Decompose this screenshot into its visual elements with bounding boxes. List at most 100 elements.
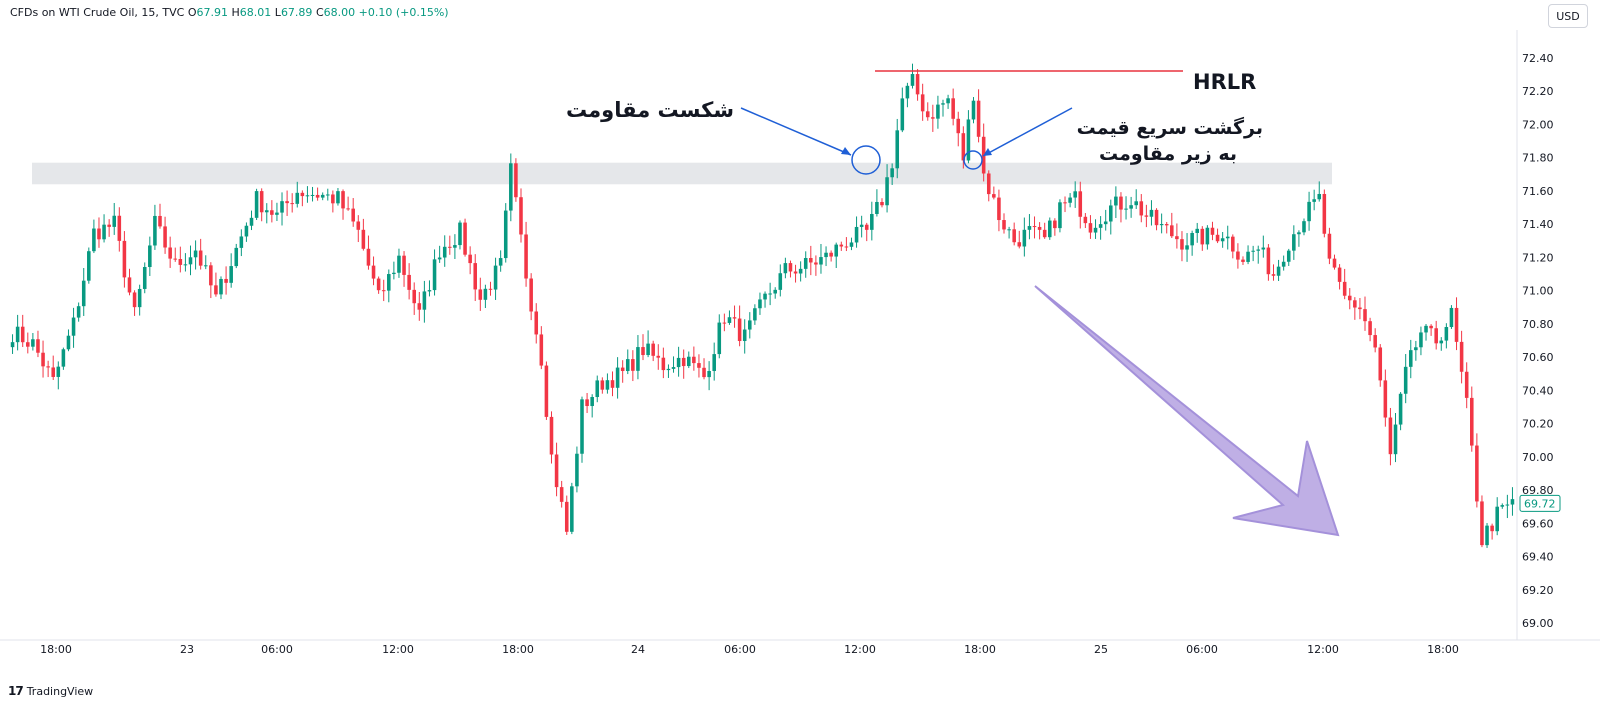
- last-price-badge: [1519, 494, 1561, 512]
- candle-body: [142, 267, 147, 289]
- candle-body: [986, 173, 991, 195]
- candle-body: [1470, 397, 1474, 446]
- candle-body: [554, 454, 559, 488]
- candle-body: [1459, 341, 1464, 372]
- candle-body: [519, 197, 523, 235]
- candle-body: [1475, 445, 1479, 502]
- candle-body: [1241, 259, 1245, 262]
- candle-body: [727, 317, 732, 323]
- candle-body: [1058, 202, 1062, 229]
- currency-button[interactable]: USD: [1548, 4, 1588, 28]
- high-label: H: [231, 6, 240, 19]
- y-tick-label: 71.20: [1522, 251, 1554, 264]
- candle-body: [468, 254, 472, 264]
- candle-body: [753, 308, 757, 321]
- candle-body: [15, 326, 20, 343]
- candle-body: [956, 118, 961, 134]
- x-tick-label: 06:00: [1186, 643, 1218, 656]
- candle-body: [66, 335, 71, 350]
- candle-body: [71, 317, 76, 336]
- candle-body: [834, 244, 839, 257]
- candle-body: [895, 130, 900, 169]
- candle-body: [1500, 505, 1505, 507]
- candle-body: [778, 273, 783, 290]
- candle-body: [305, 195, 310, 197]
- return-label-line2: به زیر مقاومت: [1099, 143, 1237, 165]
- x-tick-label: 23: [180, 643, 194, 656]
- candle-body: [331, 194, 335, 204]
- candle-body: [539, 334, 544, 366]
- candle-body: [1144, 215, 1149, 217]
- candle-body: [1414, 347, 1418, 351]
- y-tick-label: 69.60: [1522, 517, 1554, 530]
- x-tick-label: 18:00: [1427, 643, 1459, 656]
- candle-body: [1210, 227, 1215, 235]
- brand-label: TradingView: [26, 684, 94, 698]
- candle-body: [1068, 197, 1072, 203]
- candle-body: [1353, 300, 1357, 308]
- candle-body: [941, 103, 945, 105]
- candle-body: [1454, 307, 1459, 342]
- candle-body: [971, 100, 976, 120]
- candle-body: [417, 303, 422, 310]
- candle-body: [229, 266, 233, 283]
- candle-body: [1022, 229, 1027, 247]
- candle-body: [1388, 417, 1393, 455]
- candle-body: [880, 201, 884, 206]
- candle-body: [1393, 424, 1398, 455]
- candle-body: [46, 366, 50, 368]
- candle-body: [1164, 224, 1169, 226]
- candle-body: [1180, 239, 1184, 250]
- last-price-label: 69.72: [1524, 497, 1556, 510]
- candle-body: [844, 246, 849, 248]
- y-tick-label: 71.40: [1522, 218, 1554, 231]
- candle-body: [925, 111, 930, 118]
- candle-body: [1225, 236, 1230, 239]
- candle-body: [824, 252, 828, 258]
- y-tick-label: 71.60: [1522, 185, 1554, 198]
- candle-body: [1337, 267, 1342, 282]
- candle-body: [285, 201, 289, 204]
- candle-body: [1185, 245, 1189, 250]
- candle-body: [580, 399, 584, 454]
- candle-body: [10, 342, 15, 348]
- y-tick-label: 70.00: [1522, 451, 1554, 464]
- candle-body: [1510, 499, 1515, 505]
- candle-body: [290, 203, 294, 205]
- candle-body: [1281, 261, 1286, 267]
- x-tick-label: 06:00: [724, 643, 756, 656]
- tradingview-logo[interactable]: 17 TradingView: [8, 684, 93, 698]
- candle-body: [768, 293, 772, 295]
- candle-body: [234, 247, 239, 267]
- symbol-title: CFDs on WTI Crude Oil, 15, TVC: [10, 6, 185, 19]
- candle-body: [798, 268, 803, 274]
- candle-body: [122, 240, 127, 278]
- candle-body: [366, 248, 371, 266]
- candle-body: [1408, 350, 1413, 367]
- candle-body: [717, 322, 722, 355]
- candle-body: [646, 343, 650, 356]
- breakout-circle: [851, 145, 881, 175]
- candle-body: [1429, 325, 1433, 329]
- candle-body: [478, 289, 483, 300]
- candle-body: [636, 347, 640, 371]
- candle-body: [1149, 209, 1154, 217]
- candle-body: [1347, 295, 1352, 301]
- candle-body: [1083, 216, 1088, 224]
- candle-body: [300, 192, 305, 197]
- candle-body: [437, 257, 442, 260]
- candle-body: [875, 201, 879, 214]
- candle-body: [1495, 506, 1499, 532]
- return-label-line1: برگشت سریع قیمت: [1077, 116, 1263, 139]
- candle-body: [249, 217, 254, 226]
- candle-body: [1505, 504, 1510, 506]
- candle-body: [585, 399, 589, 407]
- candle-body: [1119, 196, 1123, 210]
- candle-body: [453, 245, 457, 248]
- y-tick-label: 72.00: [1522, 118, 1554, 131]
- candle-body: [859, 224, 864, 227]
- candle-body: [1215, 234, 1220, 242]
- open-value: 67.91: [196, 6, 229, 19]
- candle-body: [117, 215, 122, 241]
